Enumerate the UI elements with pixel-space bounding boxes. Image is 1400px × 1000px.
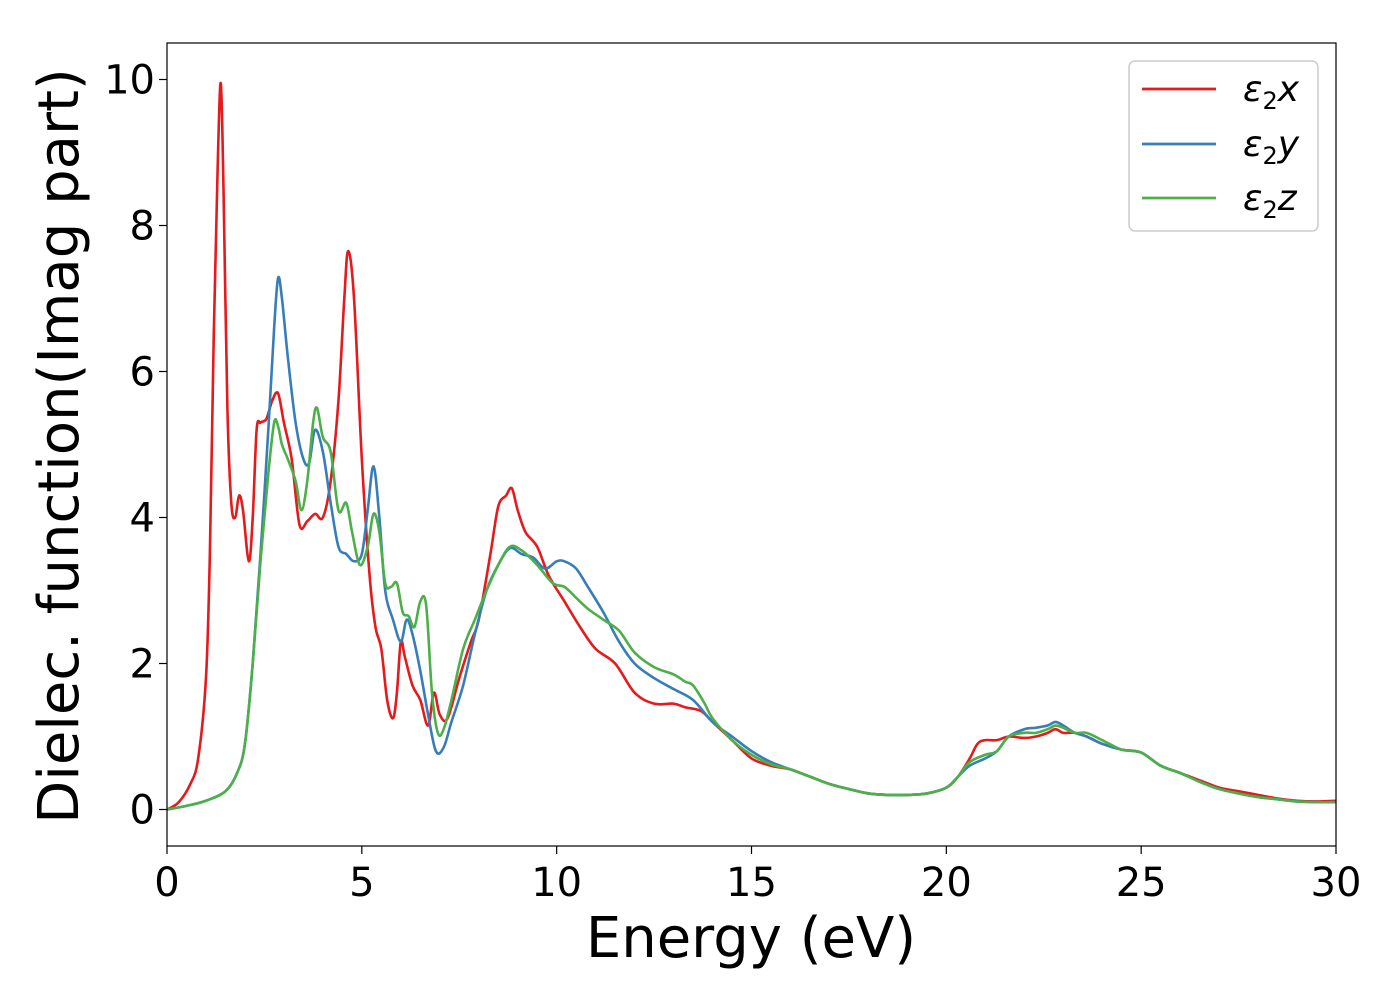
legend-label-z: ε2z	[1243, 178, 1298, 224]
legend: ε2x ε2y ε2z	[1128, 60, 1319, 232]
x-axis-ticks: 0 5 10 15 20 25 30	[154, 846, 1361, 906]
y-tick-label: 2	[130, 642, 155, 688]
y-axis-ticks: 0 2 4 6 8 10	[104, 58, 167, 834]
x-tick-label: 20	[921, 860, 972, 906]
series-line-z	[167, 406, 1336, 811]
x-tick-label: 15	[726, 860, 777, 906]
x-tick-label: 10	[531, 860, 582, 906]
y-axis-title: Dielec. function(Imag part)	[27, 68, 92, 824]
legend-box	[1128, 60, 1319, 232]
y-tick-label: 10	[104, 58, 155, 104]
legend-label-x: ε2x	[1243, 69, 1300, 115]
legend-label-y: ε2y	[1243, 124, 1300, 170]
x-axis-title: Energy (eV)	[586, 906, 916, 971]
y-tick-label: 0	[130, 788, 155, 834]
series-line-x	[167, 81, 1336, 811]
y-tick-label: 6	[130, 350, 155, 396]
series-line-y	[167, 275, 1336, 811]
series-layer	[167, 81, 1336, 811]
y-tick-label: 8	[130, 204, 155, 250]
y-tick-label: 4	[130, 496, 155, 542]
x-tick-label: 25	[1116, 860, 1167, 906]
x-tick-label: 5	[349, 860, 374, 906]
x-tick-label: 30	[1311, 860, 1362, 906]
x-tick-label: 0	[154, 860, 179, 906]
